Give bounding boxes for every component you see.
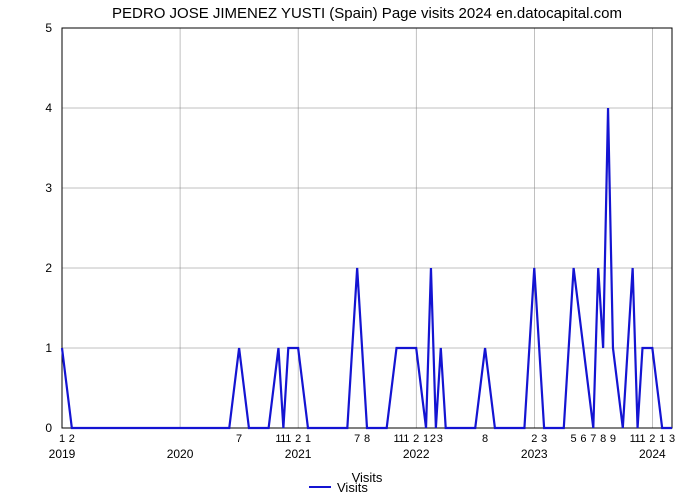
svg-text:2: 2 (295, 433, 301, 445)
svg-text:5: 5 (45, 21, 52, 35)
svg-text:5: 5 (571, 433, 577, 445)
svg-text:8: 8 (482, 433, 488, 445)
svg-text:3: 3 (669, 433, 675, 445)
svg-text:7: 7 (354, 433, 360, 445)
svg-text:7: 7 (590, 433, 596, 445)
svg-text:3: 3 (45, 181, 52, 195)
svg-text:2: 2 (430, 433, 436, 445)
svg-text:8: 8 (364, 433, 370, 445)
svg-text:2023: 2023 (521, 447, 548, 461)
svg-text:2: 2 (413, 433, 419, 445)
svg-text:8: 8 (600, 433, 606, 445)
legend: Visits (309, 480, 368, 495)
svg-text:Visits: Visits (337, 480, 368, 495)
svg-text:1: 1 (305, 433, 311, 445)
svg-text:4: 4 (45, 101, 52, 115)
svg-text:2: 2 (531, 433, 537, 445)
svg-text:1: 1 (45, 341, 52, 355)
svg-text:1: 1 (423, 433, 429, 445)
svg-text:6: 6 (580, 433, 586, 445)
svg-text:3: 3 (437, 433, 443, 445)
visits-line-chart: 0123451271112178111212382356789111213201… (0, 0, 700, 500)
svg-text:2: 2 (649, 433, 655, 445)
svg-text:1: 1 (659, 433, 665, 445)
svg-text:2024: 2024 (639, 447, 666, 461)
svg-text:2022: 2022 (403, 447, 430, 461)
svg-text:3: 3 (541, 433, 547, 445)
svg-text:2: 2 (45, 261, 52, 275)
svg-text:2021: 2021 (285, 447, 312, 461)
svg-text:2020: 2020 (167, 447, 194, 461)
svg-text:9: 9 (610, 433, 616, 445)
svg-text:1: 1 (403, 433, 409, 445)
svg-text:1: 1 (59, 433, 65, 445)
svg-text:PEDRO JOSE JIMENEZ YUSTI (Spai: PEDRO JOSE JIMENEZ YUSTI (Spain) Page vi… (112, 5, 622, 22)
svg-text:2: 2 (69, 433, 75, 445)
svg-text:7: 7 (236, 433, 242, 445)
chart-svg: 0123451271112178111212382356789111213201… (0, 0, 700, 500)
svg-text:2019: 2019 (49, 447, 76, 461)
svg-text:1: 1 (639, 433, 645, 445)
svg-text:1: 1 (285, 433, 291, 445)
svg-text:0: 0 (45, 421, 52, 435)
